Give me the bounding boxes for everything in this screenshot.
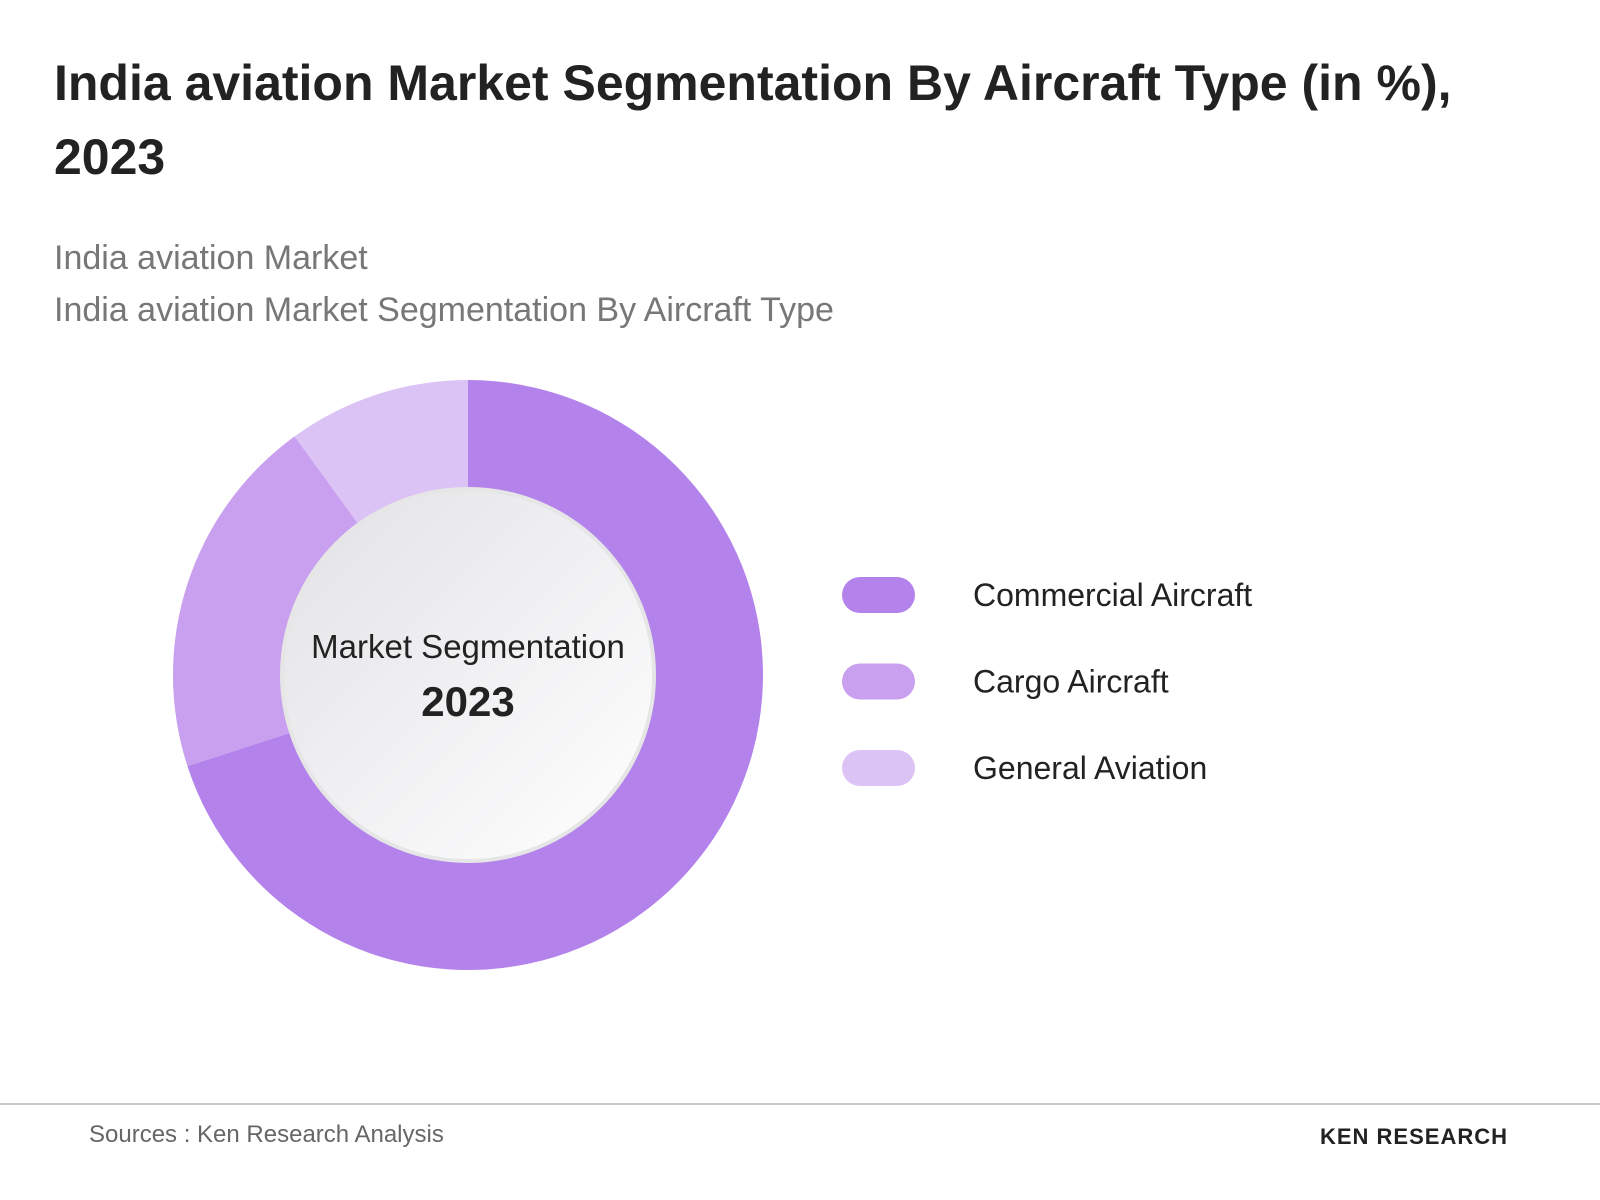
legend: Commercial Aircraft Cargo Aircraft General…	[842, 577, 1252, 786]
donut-slice	[172, 436, 365, 767]
center-disc	[280, 487, 656, 863]
donut-slice	[187, 380, 763, 970]
donut	[172, 380, 763, 970]
center-label: Market Segmentation	[311, 628, 625, 665]
center-year: 2023	[421, 678, 514, 725]
legend-swatch	[842, 750, 915, 786]
legend-label: Cargo Aircraft	[973, 664, 1169, 700]
legend-swatch	[842, 577, 915, 613]
legend-label: Commercial Aircraft	[973, 577, 1252, 613]
subtitle: India aviation Market India aviation Mar…	[54, 232, 834, 336]
subtitle-line: India aviation Market Segmentation By Ai…	[54, 291, 834, 329]
legend-label: General Aviation	[973, 750, 1207, 786]
legend-swatch	[842, 663, 915, 700]
brand: KEN RESEARCH	[1320, 1124, 1508, 1149]
chart-title: India aviation Market Segmentation By Ai…	[54, 55, 1452, 185]
subtitle-line: India aviation Market	[54, 239, 368, 277]
source: Sources : Ken Research Analysis	[89, 1121, 444, 1148]
